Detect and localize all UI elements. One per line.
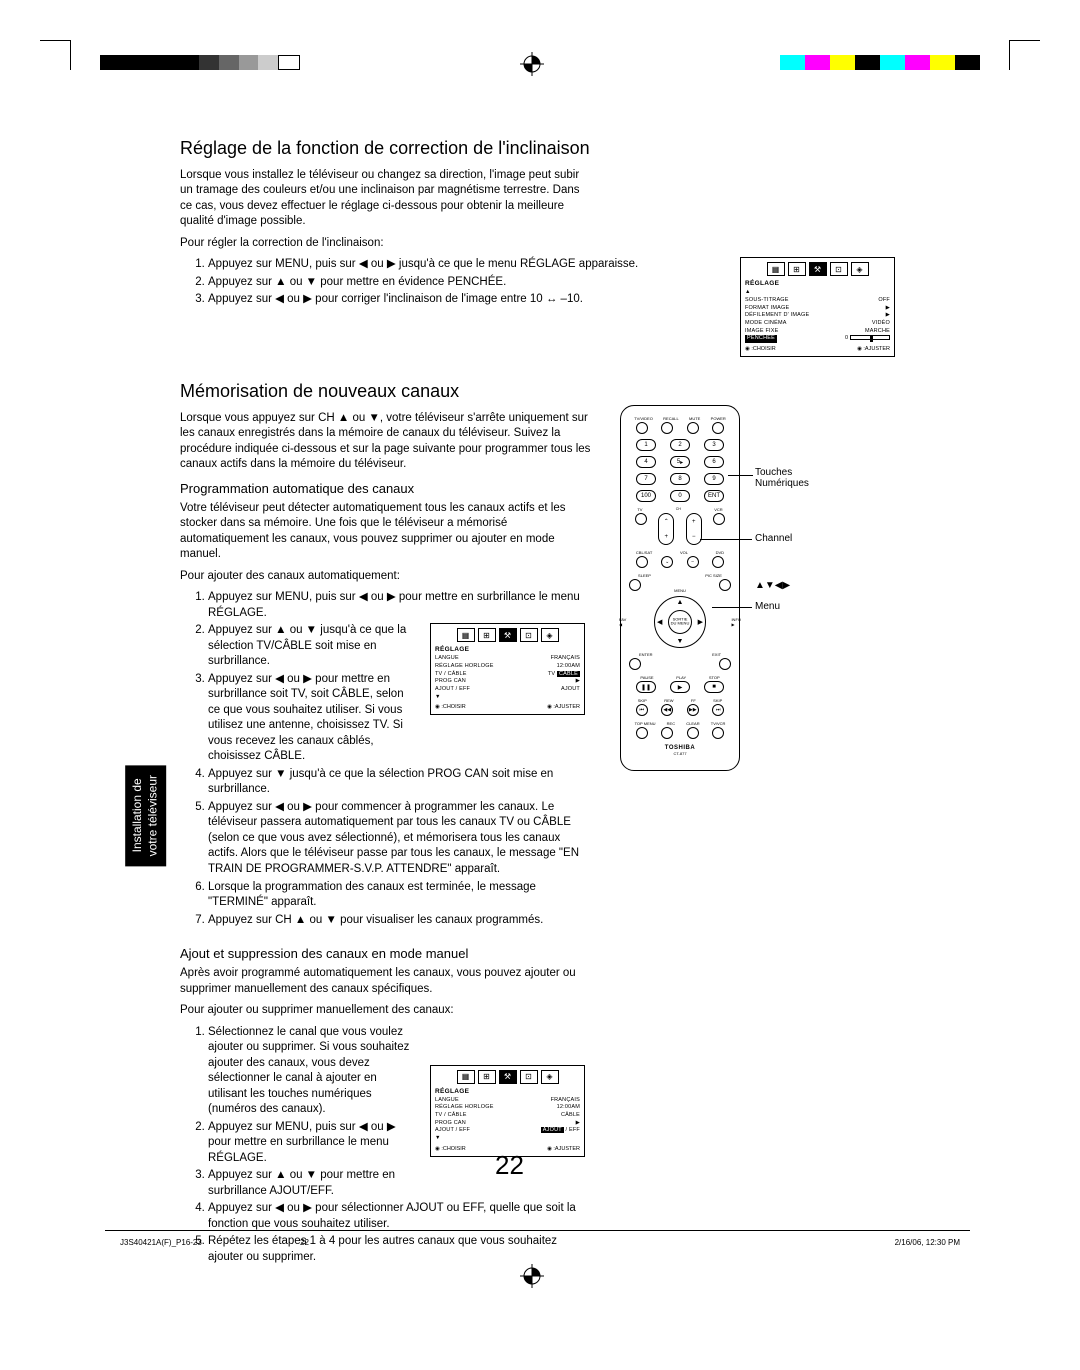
remote-diagram: TV/VIDEORECALLMUTEPOWER 123 45▸6 789 100… <box>620 405 880 771</box>
body-text: Lorsque vous installez le téléviseur ou … <box>180 168 580 230</box>
body-text: Votre téléviseur peut détecter automatiq… <box>180 501 590 563</box>
section-title: Réglage de la fonction de correction de … <box>180 138 900 160</box>
osd-screenshot: ▦⊞⚒⊡◈ RÉGLAGE LANGUEFRANÇAIS RÉGLAGE HOR… <box>430 1065 585 1157</box>
step: Appuyez sur ◀ ou ▶ pour mettre en surbri… <box>208 672 418 765</box>
step: Appuyez sur ◀ ou ▶ pour corriger l'incli… <box>208 292 728 308</box>
subsection-title: Ajout et suppression des canaux en mode … <box>180 946 900 961</box>
step: Appuyez sur ▲ ou ▼ jusqu'à ce que la sél… <box>208 623 418 670</box>
step: Appuyez sur ▲ ou ▼ pour mettre en surbri… <box>208 1168 418 1199</box>
steps-list: Appuyez sur ◀ ou ▶ pour sélectionner AJO… <box>208 1201 590 1265</box>
osd-screenshot: ▦⊞⚒⊡◈ RÉGLAGE ▲ SOUS-TITRAGEOFF FORMAT I… <box>740 257 895 357</box>
steps-list: Appuyez sur ▲ ou ▼ jusqu'à ce que la sél… <box>208 623 418 765</box>
steps-list: Sélectionnez le canal que vous voulez aj… <box>208 1025 418 1200</box>
lead-text: Pour régler la correction de l'inclinais… <box>180 236 900 252</box>
crop-mark <box>70 40 71 70</box>
step: Appuyez sur ◀ ou ▶ pour commencer à prog… <box>208 800 590 878</box>
step: Appuyez sur MENU, puis sur ◀ ou ▶ jusqu'… <box>208 257 728 273</box>
steps-list: Appuyez sur ▼ jusqu'à ce que la sélectio… <box>208 767 590 928</box>
steps-list: Appuyez sur MENU, puis sur ◀ ou ▶ jusqu'… <box>208 257 728 308</box>
step: Appuyez sur CH ▲ ou ▼ pour visualiser le… <box>208 913 590 929</box>
section-title: Mémorisation de nouveaux canaux <box>180 381 900 403</box>
step: Appuyez sur ◀ ou ▶ pour sélectionner AJO… <box>208 1201 590 1232</box>
lead-text: Pour ajouter ou supprimer manuellement d… <box>180 1003 900 1019</box>
steps-list: Appuyez sur MENU, puis sur ◀ ou ▶ pour m… <box>208 590 590 621</box>
crop-mark <box>40 40 70 41</box>
registration-mark-icon <box>520 1264 544 1288</box>
callout-channel: Channel <box>755 533 792 544</box>
callout-numeric: TouchesNumériques <box>755 467 809 489</box>
step: Appuyez sur ▼ jusqu'à ce que la sélectio… <box>208 767 590 798</box>
step: Appuyez sur ▲ ou ▼ pour mettre en éviden… <box>208 275 728 291</box>
footer-rule <box>105 1230 970 1231</box>
step: Appuyez sur MENU, puis sur ◀ ou ▶ pour m… <box>208 590 590 621</box>
footer-filename: J3S40421A(F)_P16-23 <box>120 1238 202 1247</box>
step: Répétez les étapes 1 à 4 pour les autres… <box>208 1234 590 1265</box>
footer-page: 22 <box>300 1238 309 1247</box>
grayscale-bar <box>100 55 300 70</box>
callout-arrows: ▲▼◀▶ <box>755 580 790 591</box>
registration-mark-icon <box>520 52 544 76</box>
crop-mark <box>1010 40 1040 41</box>
footer-timestamp: 2/16/06, 12:30 PM <box>895 1238 960 1247</box>
step: Appuyez sur MENU, puis sur ◀ ou ▶ pour m… <box>208 1120 418 1167</box>
crop-mark <box>1009 40 1010 70</box>
body-text: Après avoir programmé automatiquement le… <box>180 966 580 997</box>
osd-screenshot: ▦⊞⚒⊡◈ RÉGLAGE LANGUEFRANÇAIS RÉGLAGE HOR… <box>430 623 585 715</box>
body-text: Lorsque vous appuyez sur CH ▲ ou ▼, votr… <box>180 411 600 473</box>
step: Lorsque la programmation des canaux est … <box>208 880 590 911</box>
step: Sélectionnez le canal que vous voulez aj… <box>208 1025 418 1118</box>
page-number: 22 <box>495 1150 524 1181</box>
section-tab: Installation devotre téléviseur <box>125 765 166 866</box>
callout-menu: Menu <box>755 601 780 612</box>
color-bar <box>780 55 980 70</box>
